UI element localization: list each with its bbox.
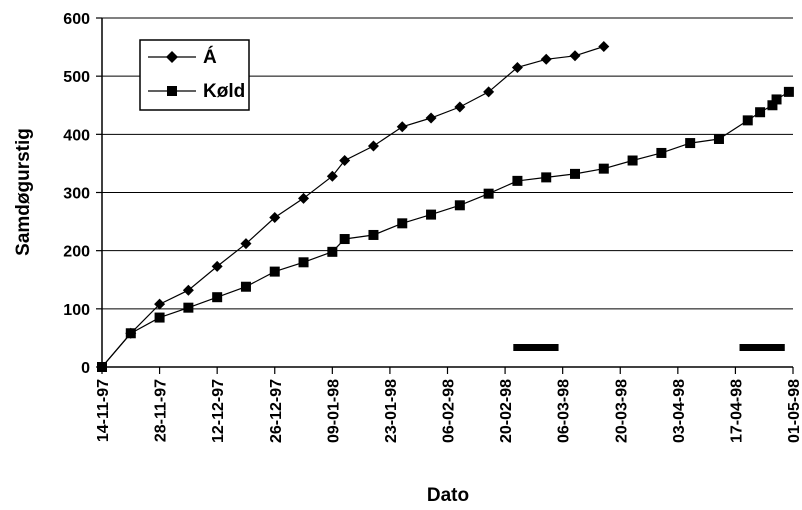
legend-marker-square	[167, 86, 177, 96]
x-tick-label: 26-12-97	[268, 379, 285, 443]
x-tick-label: 01-05-98	[786, 379, 802, 443]
x-tick-label: 20-02-98	[498, 379, 515, 443]
data-point-square	[368, 229, 379, 240]
x-tick-label: 06-03-98	[556, 379, 573, 443]
legend-label-kold: Køld	[203, 81, 245, 102]
data-point-square	[656, 147, 667, 158]
data-point-diamond	[182, 284, 194, 296]
data-point-diamond	[367, 140, 379, 152]
y-tick-label: 600	[63, 11, 90, 28]
x-tick-label: 09-01-98	[325, 379, 342, 443]
data-point-diamond	[396, 121, 408, 133]
y-tick-label: 500	[63, 69, 90, 86]
data-point-square	[685, 138, 696, 149]
x-tick-label: 28-11-97	[153, 379, 170, 442]
data-point-square	[397, 218, 408, 229]
data-point-square	[97, 362, 107, 372]
data-point-square	[598, 163, 609, 174]
y-axis-title: Samdøgurstig	[13, 128, 34, 256]
data-point-square	[327, 246, 338, 257]
x-tick-label: 06-02-98	[441, 379, 458, 443]
data-point-diamond	[483, 86, 495, 98]
data-point-square	[512, 175, 523, 186]
data-point-diamond	[425, 112, 437, 124]
legend-marker-diamond	[166, 51, 178, 63]
y-tick-label: 400	[63, 127, 90, 144]
data-point-square	[713, 133, 724, 144]
x-tick-labels: 14-11-97 28-11-97 12-12-97 26-12-97 09-01-98…	[95, 379, 802, 443]
data-point-square	[454, 200, 465, 211]
data-point-square	[570, 168, 581, 179]
y-tick-label: 300	[63, 186, 90, 203]
x-tick-label: 14-11-97	[95, 379, 112, 442]
data-point-square	[426, 209, 437, 220]
data-point-square	[755, 107, 766, 118]
data-point-diamond	[240, 238, 252, 250]
data-point-square	[212, 292, 223, 303]
y-tick-labels: 0 100 200 300 400 500 600	[63, 11, 90, 377]
period-bar	[739, 344, 785, 351]
data-point-diamond	[454, 101, 466, 113]
y-tick-label: 0	[81, 360, 90, 377]
x-tick-label: 03-04-98	[671, 379, 688, 443]
legend-label-a: Á	[203, 46, 217, 68]
data-point-diamond	[211, 260, 223, 272]
x-tick-label: 17-04-98	[728, 379, 745, 443]
data-point-square	[183, 302, 194, 313]
legend-box	[139, 39, 250, 111]
data-point-square	[771, 94, 782, 105]
data-point-diamond	[540, 53, 552, 65]
data-point-diamond	[154, 298, 166, 310]
data-point-square	[269, 266, 280, 277]
legend: Á Køld	[139, 39, 250, 111]
data-point-square	[154, 312, 165, 323]
series	[96, 41, 794, 373]
x-tick-label: 23-01-98	[383, 379, 400, 443]
axes	[96, 17, 794, 374]
data-point-diamond	[269, 212, 281, 224]
y-tick-label: 200	[63, 244, 90, 261]
x-tick-label: 20-03-98	[613, 379, 630, 443]
data-point-square	[783, 86, 794, 97]
period-bars	[513, 344, 785, 351]
data-point-diamond	[569, 50, 581, 62]
series-line-kold	[101, 91, 790, 368]
data-point-diamond	[298, 192, 310, 204]
data-point-square	[627, 155, 638, 166]
y-tick-label: 100	[63, 302, 90, 319]
data-point-square	[339, 234, 350, 245]
x-tick-label: 12-12-97	[210, 379, 227, 443]
data-point-square	[742, 115, 753, 126]
data-point-square	[240, 281, 251, 292]
data-point-square	[541, 172, 552, 183]
data-point-diamond	[511, 61, 523, 73]
period-bar	[513, 344, 559, 351]
data-point-diamond	[326, 170, 338, 182]
data-point-square	[767, 100, 778, 111]
x-axis-title: Dato	[427, 485, 469, 506]
data-point-square	[125, 328, 136, 339]
data-point-square	[483, 188, 494, 199]
data-point-diamond	[339, 155, 351, 167]
data-point-diamond	[598, 41, 610, 53]
data-point-square	[298, 257, 309, 268]
